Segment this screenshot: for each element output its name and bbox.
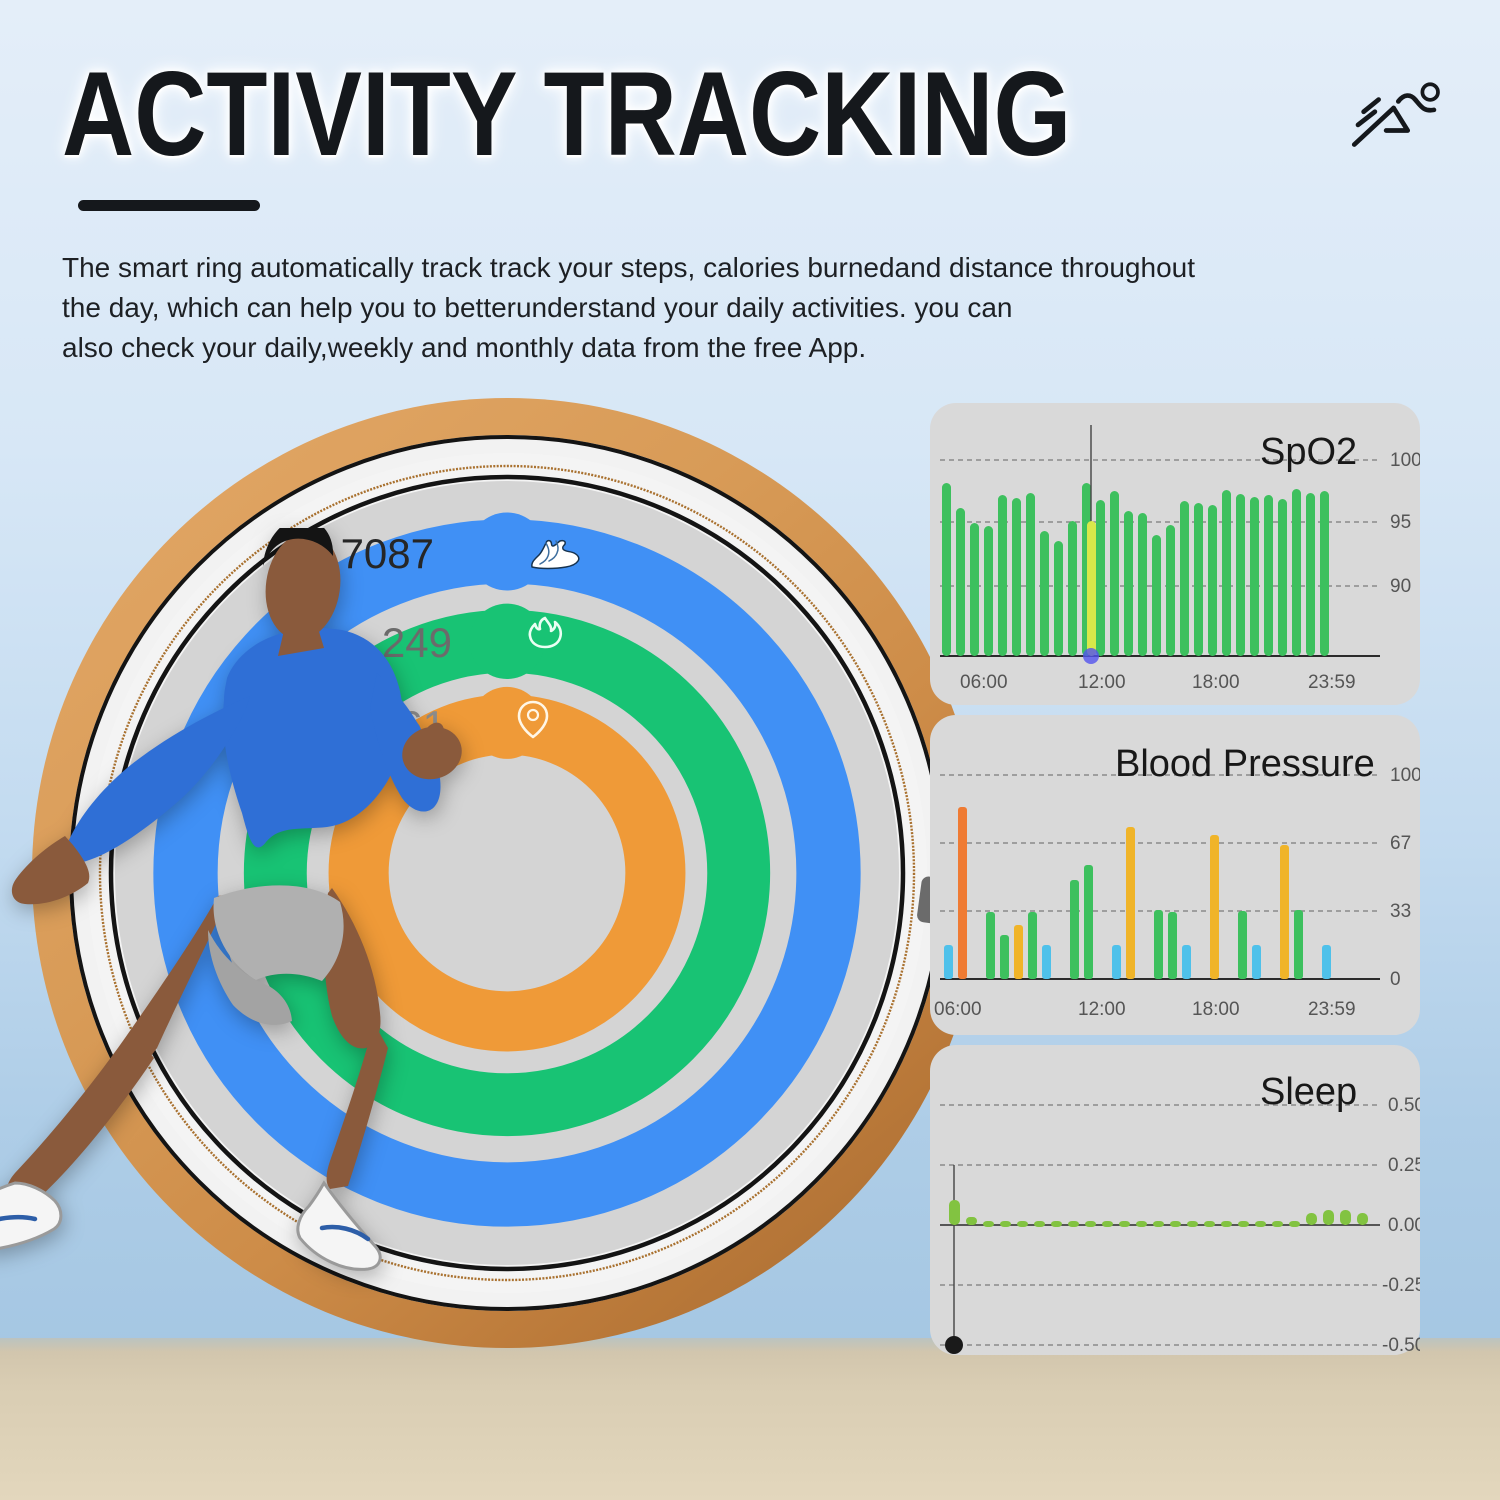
svg-text:18:00: 18:00	[1192, 672, 1240, 693]
svg-text:0.00: 0.00	[1388, 1215, 1420, 1236]
svg-text:0.50: 0.50	[1388, 1095, 1420, 1116]
svg-text:18:00: 18:00	[1192, 999, 1240, 1020]
svg-text:0: 0	[1390, 969, 1401, 990]
svg-text:33: 33	[1390, 901, 1411, 922]
svg-text:67: 67	[1390, 833, 1411, 854]
svg-text:12:00: 12:00	[1078, 999, 1126, 1020]
svg-text:23:59: 23:59	[1308, 672, 1356, 693]
svg-text:06:00: 06:00	[934, 999, 982, 1020]
svg-text:12:00: 12:00	[1078, 672, 1126, 693]
svg-text:0.25: 0.25	[1388, 1155, 1420, 1176]
svg-text:100: 100	[1390, 765, 1420, 786]
svg-text:23:59: 23:59	[1308, 999, 1356, 1020]
svg-text:100: 100	[1390, 450, 1420, 471]
svg-text:-0.25: -0.25	[1382, 1275, 1420, 1296]
svg-text:90: 90	[1390, 576, 1411, 597]
svg-text:95: 95	[1390, 512, 1411, 533]
svg-text:-0.50: -0.50	[1382, 1335, 1420, 1355]
svg-text:06:00: 06:00	[960, 672, 1008, 693]
